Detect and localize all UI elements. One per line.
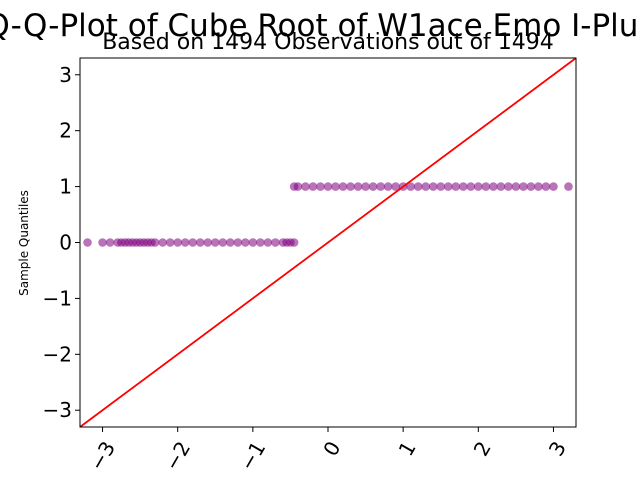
y-tick-label: −2 <box>43 342 72 366</box>
data-point <box>338 182 348 191</box>
y-axis: −3 −2 −1 0 1 2 3 <box>43 63 80 422</box>
data-point <box>443 182 453 191</box>
data-point <box>541 182 551 191</box>
data-point <box>233 238 243 247</box>
x-tick-label: 3 <box>544 437 571 460</box>
reference-line <box>79 57 577 428</box>
data-point <box>256 238 265 247</box>
data-point <box>421 182 431 191</box>
y-axis-label: Sample Quantiles <box>17 190 31 296</box>
data-point <box>150 238 160 247</box>
data-point <box>226 238 235 247</box>
data-point <box>519 182 528 191</box>
data-point <box>526 182 536 191</box>
data-point <box>271 238 280 247</box>
data-point <box>368 182 378 191</box>
data-point <box>210 238 220 247</box>
data-point <box>301 182 310 191</box>
x-tick-label: 0 <box>318 437 345 460</box>
chart-subtitle: Based on 1494 Observations out of 1494 <box>102 30 554 55</box>
data-point <box>293 182 303 191</box>
y-tick-label: 0 <box>59 231 72 255</box>
data-point <box>376 182 385 191</box>
data-point <box>564 182 573 191</box>
data-point <box>383 182 393 191</box>
data-point <box>406 182 415 191</box>
data-point <box>83 238 92 247</box>
data-point <box>481 182 491 191</box>
data-point <box>458 182 468 191</box>
data-point <box>188 238 198 247</box>
data-point <box>511 182 521 191</box>
data-point <box>413 182 423 191</box>
data-point <box>353 182 363 191</box>
data-point <box>428 182 438 191</box>
data-point <box>248 238 258 247</box>
data-point <box>496 182 506 191</box>
data-point <box>436 182 446 191</box>
data-point <box>105 238 115 247</box>
y-tick-label: 3 <box>59 63 72 87</box>
y-tick-label: −1 <box>43 286 72 310</box>
data-point <box>451 182 461 191</box>
y-tick-label: 2 <box>59 119 72 143</box>
data-point <box>331 182 340 191</box>
data-point <box>489 182 498 191</box>
data-point <box>361 182 370 191</box>
data-point <box>289 238 299 247</box>
x-tick-label: −2 <box>160 437 196 475</box>
data-point <box>263 238 273 247</box>
data-point <box>474 182 483 191</box>
data-point <box>173 238 182 247</box>
chart-title: Q-Q-Plot of Cube Root of W1ace Emo I-Plu… <box>0 8 640 44</box>
x-tick-label: 2 <box>469 437 496 460</box>
data-point <box>195 238 205 247</box>
data-point <box>323 182 333 191</box>
x-tick-label: 1 <box>393 437 420 460</box>
data-point <box>165 238 175 247</box>
y-tick-label: 1 <box>59 175 72 199</box>
scatter-points <box>83 182 573 247</box>
x-tick-label: −3 <box>85 437 121 475</box>
data-point <box>466 182 476 191</box>
data-point <box>218 238 228 247</box>
data-point <box>308 182 318 191</box>
data-point <box>241 238 250 247</box>
data-point <box>316 182 325 191</box>
data-point <box>98 238 107 247</box>
reference-line-group <box>79 57 577 428</box>
x-axis: −3 −2 −1 0 1 2 3 <box>85 427 571 475</box>
data-point <box>534 182 543 191</box>
data-point <box>158 238 167 247</box>
x-tick-label: −1 <box>235 437 271 475</box>
data-point <box>346 182 355 191</box>
data-point <box>391 182 400 191</box>
data-point <box>203 238 213 247</box>
data-point <box>180 238 190 247</box>
data-point <box>549 182 558 191</box>
data-point <box>504 182 513 191</box>
y-tick-label: −3 <box>43 398 72 422</box>
